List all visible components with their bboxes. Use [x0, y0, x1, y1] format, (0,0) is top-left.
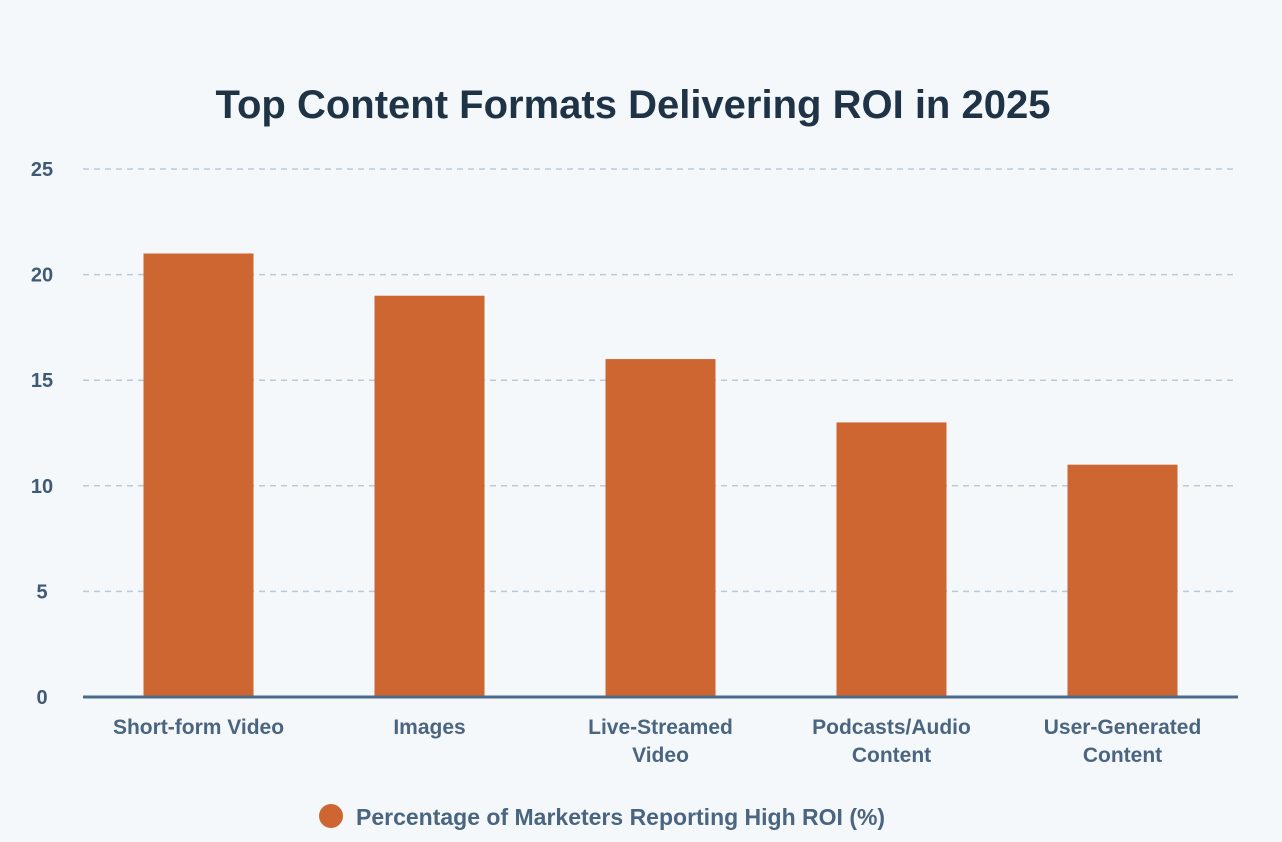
x-tick-label-line: Content	[1083, 744, 1162, 767]
legend-swatch	[319, 804, 343, 828]
x-tick-label: Images	[393, 716, 465, 739]
legend-label: Percentage of Marketers Reporting High R…	[356, 804, 885, 830]
bar[interactable]	[143, 253, 254, 698]
x-tick-label-line: Podcasts/Audio	[812, 716, 971, 739]
x-tick-label-line: Live-Streamed	[588, 716, 733, 739]
x-tick-label-line: Video	[632, 744, 689, 767]
bar[interactable]	[836, 422, 947, 697]
y-tick-label: 0	[36, 687, 47, 709]
bar[interactable]	[605, 359, 716, 697]
x-tick-label-line: Short-form Video	[113, 716, 284, 739]
y-axis-ticks: 0 5 10 15 20 25	[31, 159, 53, 709]
x-tick-label: Short-form Video	[113, 716, 284, 739]
chart-title: Top Content Formats Delivering ROI in 20…	[216, 83, 1051, 127]
bar[interactable]	[1067, 464, 1178, 697]
x-tick-label-line: User-Generated	[1044, 716, 1202, 739]
x-tick-label: Podcasts/Audio Content	[812, 716, 971, 767]
y-tick-label: 20	[31, 265, 53, 287]
y-tick-label: 15	[31, 370, 53, 392]
bars	[143, 253, 1178, 698]
x-axis-categories: Short-form Video Images Live-Streamed Video…	[113, 716, 1201, 767]
bar[interactable]	[374, 295, 485, 697]
x-tick-label-line: Content	[852, 744, 931, 767]
y-tick-label: 25	[31, 159, 53, 181]
y-tick-label: 10	[31, 476, 53, 498]
x-tick-label: User-Generated Content	[1044, 716, 1202, 767]
x-tick-label-line: Images	[393, 716, 465, 739]
x-tick-label: Live-Streamed Video	[588, 716, 733, 767]
legend[interactable]: Percentage of Marketers Reporting High R…	[319, 804, 885, 830]
y-tick-label: 5	[36, 581, 47, 603]
